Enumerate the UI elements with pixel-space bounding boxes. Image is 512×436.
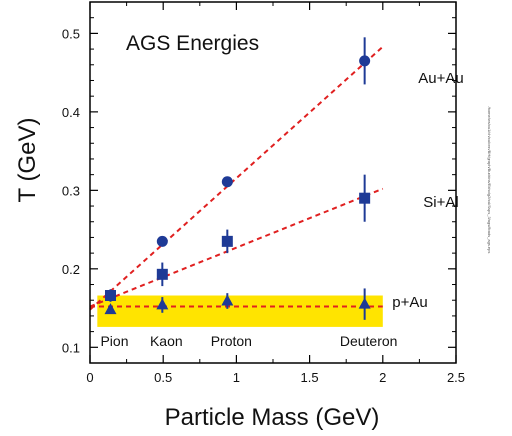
data-point — [221, 235, 233, 247]
y-axis-title: T (GeV) — [14, 118, 41, 203]
series-label: Au+Au — [418, 70, 463, 87]
data-point — [359, 192, 371, 204]
category-label: Deuteron — [340, 333, 398, 349]
y-tick-label: 0.3 — [62, 183, 80, 198]
reference-band — [97, 295, 383, 327]
fit-line — [89, 187, 384, 308]
file-path-note: /home/ws/xu1/ch/xu/cnn/BH/graph/Buckins/… — [487, 107, 492, 254]
x-tick-label: 1.5 — [301, 370, 319, 385]
fit-line — [89, 45, 384, 311]
x-tick-label: 0 — [86, 370, 93, 385]
data-point — [156, 235, 168, 247]
category-label: Proton — [211, 333, 252, 349]
data-points — [104, 37, 371, 320]
chart-title: AGS Energies — [126, 32, 259, 55]
x-axis-title: Particle Mass (GeV) — [165, 404, 380, 431]
data-point — [104, 290, 116, 302]
category-label: Kaon — [150, 333, 183, 349]
y-tick-label: 0.5 — [62, 26, 80, 41]
x-tick-label: 2.5 — [447, 370, 465, 385]
x-axis-ticks: 0 0.5 1 1.5 2 2.5 — [86, 2, 465, 385]
category-labels: Pion Kaon Proton Deuteron — [100, 333, 397, 349]
data-point — [104, 303, 117, 315]
data-point — [359, 55, 371, 67]
y-tick-label: 0.2 — [62, 262, 80, 277]
y-tick-label: 0.4 — [62, 105, 80, 120]
series-label: Si+Al — [423, 194, 458, 211]
y-tick-label: 0.1 — [62, 340, 80, 355]
data-point — [156, 298, 169, 310]
data-point — [156, 268, 168, 280]
data-point — [358, 297, 371, 309]
series-label: p+Au — [392, 294, 427, 311]
data-point — [221, 294, 234, 306]
x-tick-label: 0.5 — [154, 370, 172, 385]
data-point — [221, 176, 233, 188]
x-tick-label: 2 — [379, 370, 386, 385]
y-axis-ticks: 0.1 0.2 0.3 0.4 0.5 — [62, 17, 456, 355]
fit-lines — [89, 45, 384, 311]
series-labels: Au+Au Si+Al p+Au — [392, 70, 463, 311]
category-label: Pion — [100, 333, 128, 349]
x-tick-label: 1 — [233, 370, 240, 385]
